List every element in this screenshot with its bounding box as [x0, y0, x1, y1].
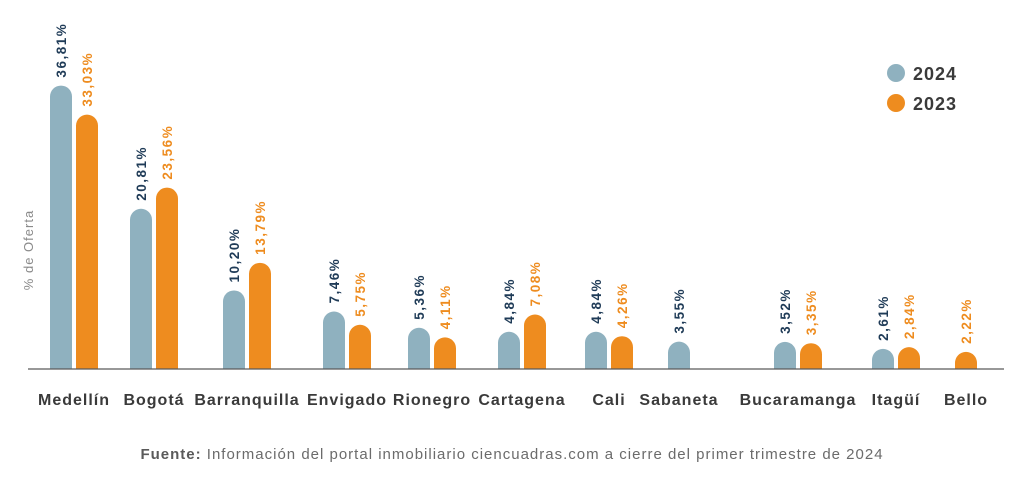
- bar-2024: [498, 331, 520, 369]
- bar-2023: [249, 262, 271, 369]
- bar-2024: [668, 341, 690, 369]
- data-label-2023: 13,79%: [253, 200, 268, 255]
- category-label: Rionegro: [393, 392, 471, 409]
- data-label-2024: 3,52%: [778, 288, 793, 334]
- category-label: Sabaneta: [639, 392, 718, 409]
- data-label-2024: 10,20%: [227, 228, 242, 283]
- bar-2023: [524, 314, 546, 369]
- data-label-2024: 5,36%: [412, 274, 427, 320]
- category-label: Bucaramanga: [740, 392, 857, 409]
- data-label-2023: 2,84%: [902, 293, 917, 339]
- bar-2023: [800, 343, 822, 369]
- legend-label-2024: 2024: [913, 64, 957, 84]
- bar-2024: [408, 327, 430, 369]
- bar-2024: [585, 331, 607, 369]
- data-label-2024: 36,81%: [54, 23, 69, 78]
- bar-2023: [611, 336, 633, 369]
- data-label-2024: 4,84%: [589, 278, 604, 324]
- bar-2023: [349, 324, 371, 369]
- category-label: Cartagena: [478, 392, 565, 409]
- bar-2024: [774, 341, 796, 369]
- legend: 2024 2023: [887, 64, 957, 114]
- source-text: Información del portal inmobiliario cien…: [206, 446, 884, 463]
- data-label-2024: 4,84%: [502, 278, 517, 324]
- bar-2023: [898, 347, 920, 369]
- y-axis-label: % de Oferta: [21, 210, 36, 290]
- category-label: Cali: [592, 392, 625, 409]
- data-label-2023: 4,26%: [615, 282, 630, 328]
- category-label: Barranquilla: [194, 392, 299, 409]
- bar-2023: [76, 114, 98, 369]
- bars-group: 36,81% 33,03% 20,81% 23,56% 10,20% 13,79% 7,46…: [50, 23, 977, 370]
- data-label-2024: 2,61%: [876, 295, 891, 341]
- data-label-2023: 3,35%: [804, 289, 819, 335]
- legend-item-2024: 2024: [887, 64, 957, 84]
- data-label-2024: 3,55%: [672, 288, 687, 334]
- data-label-2023: 7,08%: [528, 261, 543, 307]
- category-label: Bogotá: [123, 392, 184, 409]
- legend-item-2023: 2023: [887, 94, 957, 114]
- source-label: Fuente:: [140, 446, 202, 463]
- category-label: Medellín: [38, 392, 110, 409]
- data-label-2024: 20,81%: [134, 146, 149, 201]
- bar-2024: [223, 290, 245, 369]
- bar-2023: [955, 351, 977, 369]
- data-label-2023: 33,03%: [80, 52, 95, 107]
- category-label: Bello: [944, 392, 988, 409]
- bar-2024: [50, 85, 72, 370]
- source-note: Fuente: Información del portal inmobilia…: [0, 446, 1024, 463]
- legend-swatch-2023: [887, 94, 905, 112]
- bar-chart: % de Oferta 36,81% 33,03% 20,81% 23,56% 10,2…: [21, 23, 1004, 409]
- bar-2023: [434, 337, 456, 369]
- bar-2023: [156, 187, 178, 369]
- bar-2024: [130, 208, 152, 369]
- category-label: Itagüí: [872, 392, 921, 409]
- data-label-2023: 4,11%: [438, 284, 453, 329]
- data-label-2024: 7,46%: [327, 258, 342, 304]
- data-label-2023: 23,56%: [160, 125, 175, 180]
- bar-2024: [323, 311, 345, 369]
- legend-swatch-2024: [887, 64, 905, 82]
- category-labels: Medellín Bogotá Barranquilla Envigado Rioneg…: [38, 392, 988, 409]
- legend-label-2023: 2023: [913, 94, 957, 114]
- category-label: Envigado: [307, 392, 387, 409]
- bar-2024: [872, 348, 894, 369]
- data-label-2023: 2,22%: [959, 298, 974, 344]
- data-label-2023: 5,75%: [353, 271, 368, 317]
